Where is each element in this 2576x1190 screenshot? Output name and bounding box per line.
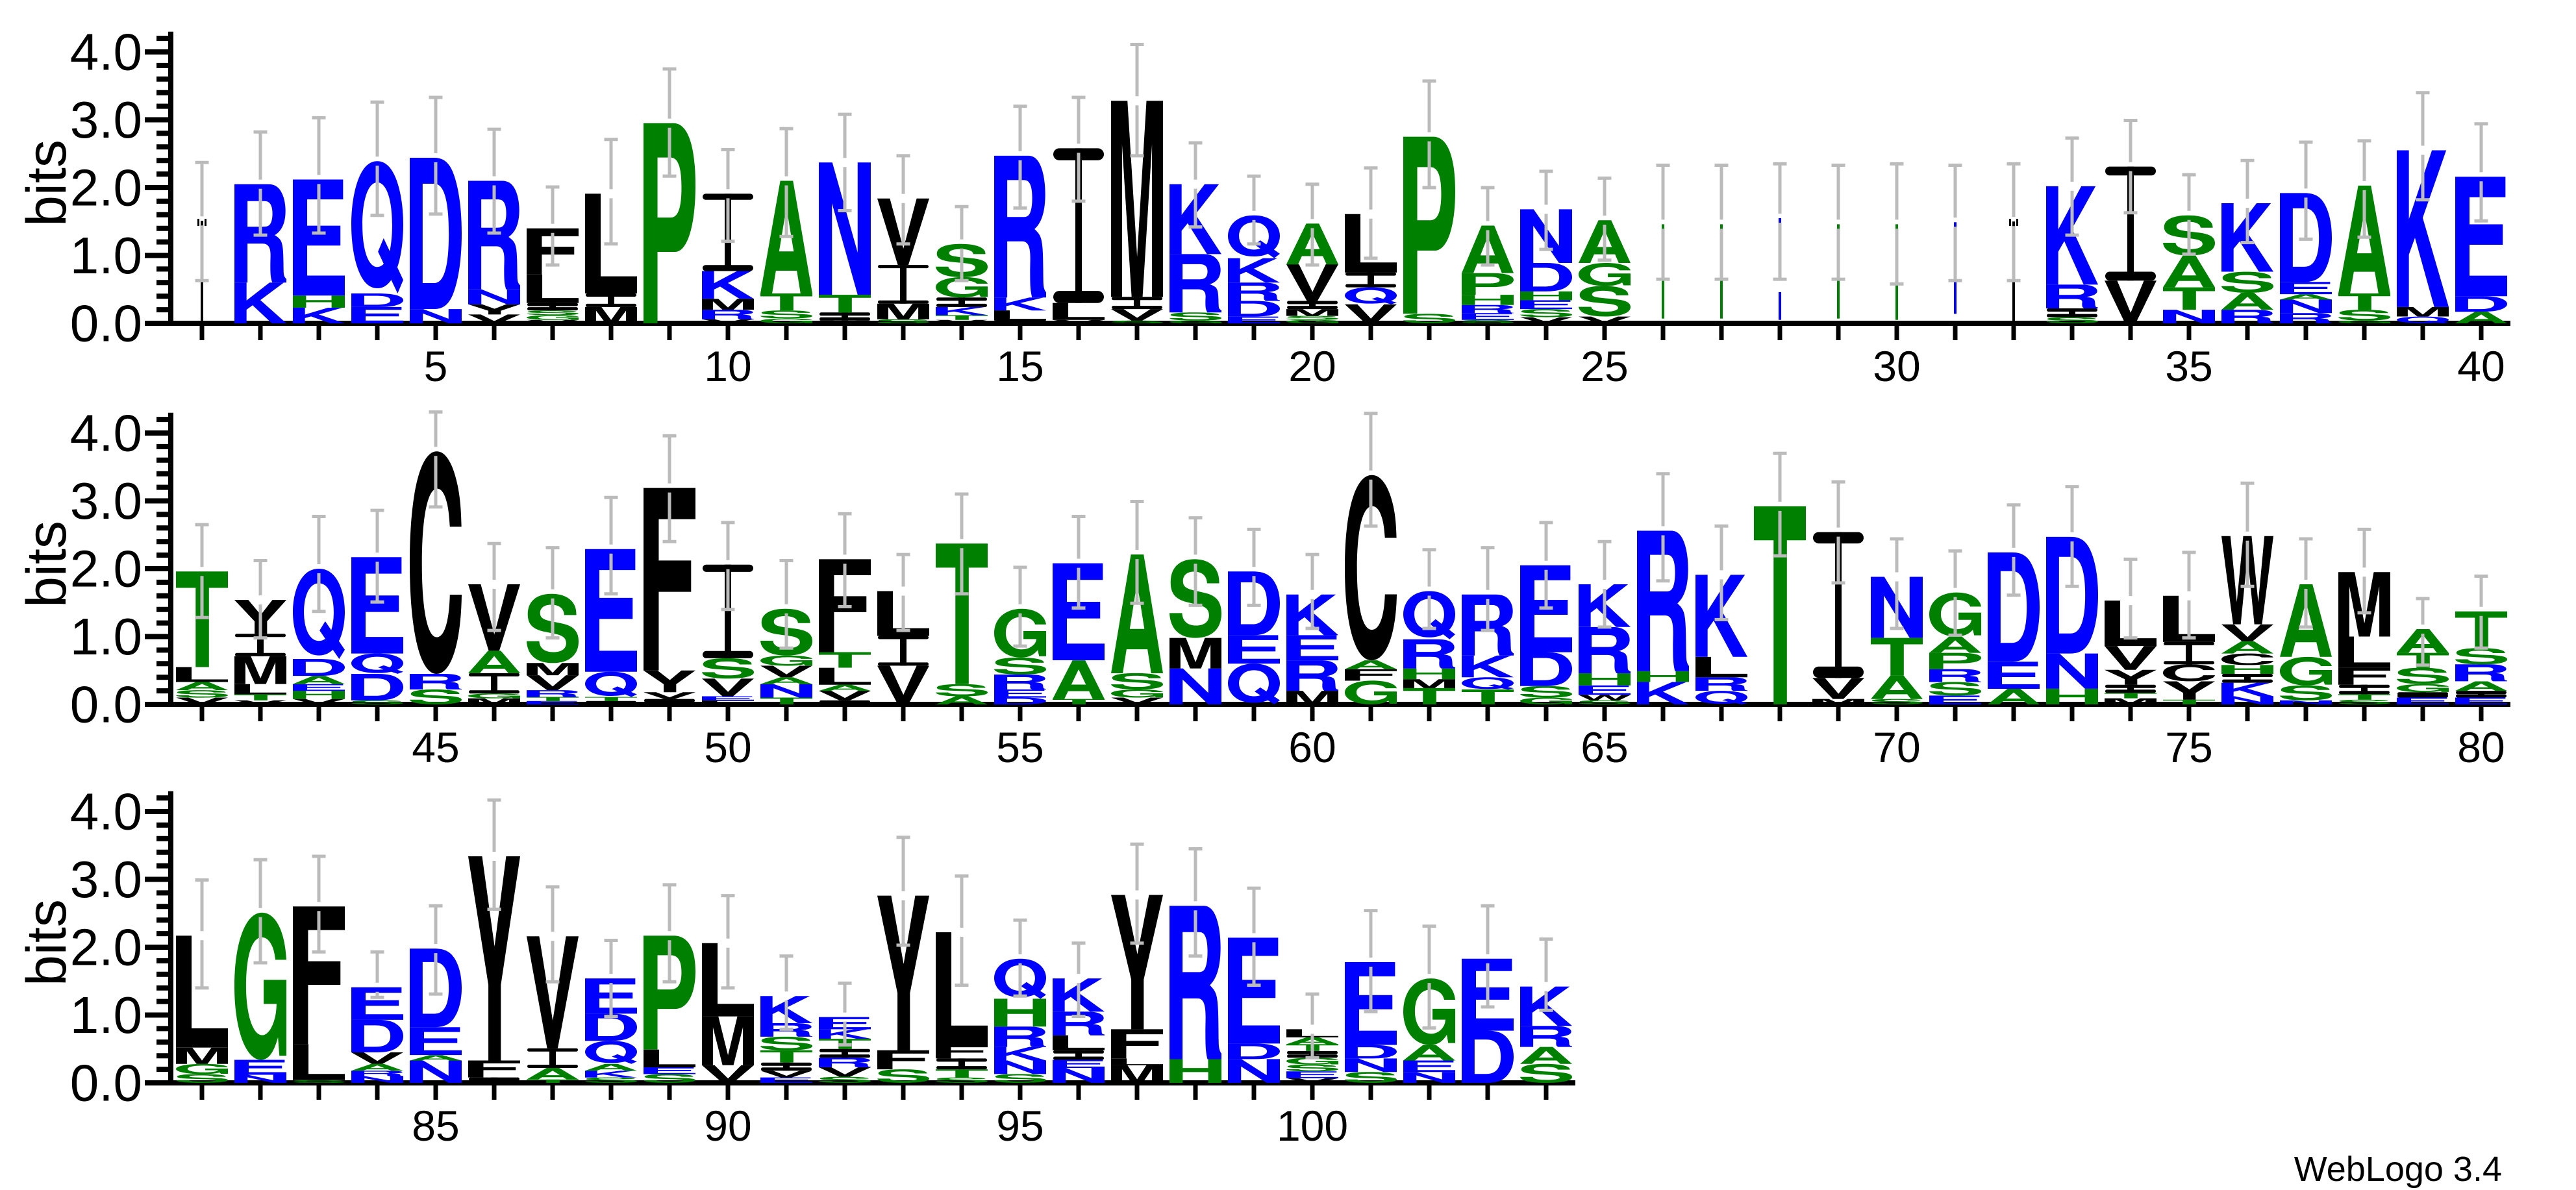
svg-text:bits: bits (16, 899, 78, 986)
svg-text:25: 25 (1581, 342, 1628, 390)
svg-text:85: 85 (412, 1102, 459, 1150)
svg-text:bits: bits (16, 521, 78, 608)
svg-text:0.0: 0.0 (70, 1054, 142, 1112)
svg-text:2.0: 2.0 (70, 919, 142, 976)
svg-text:45: 45 (412, 723, 459, 771)
svg-text:70: 70 (1873, 723, 1920, 771)
svg-text:4.0: 4.0 (70, 23, 142, 81)
svg-text:0.0: 0.0 (70, 295, 142, 353)
svg-text:65: 65 (1581, 723, 1628, 771)
svg-text:4.0: 4.0 (70, 404, 142, 462)
svg-text:30: 30 (1873, 342, 1920, 390)
svg-text:35: 35 (2165, 342, 2212, 390)
svg-text:2.0: 2.0 (70, 540, 142, 598)
svg-text:75: 75 (2165, 723, 2212, 771)
svg-text:40: 40 (2457, 342, 2505, 390)
svg-text:0.0: 0.0 (70, 676, 142, 734)
svg-text:1.0: 1.0 (70, 608, 142, 665)
svg-text:bits: bits (16, 140, 78, 227)
svg-text:80: 80 (2457, 723, 2505, 771)
svg-text:90: 90 (704, 1102, 751, 1150)
svg-text:20: 20 (1288, 342, 1336, 390)
svg-text:3.0: 3.0 (70, 91, 142, 149)
svg-text:3.0: 3.0 (70, 850, 142, 908)
svg-text:100: 100 (1277, 1102, 1348, 1150)
svg-text:4.0: 4.0 (70, 783, 142, 841)
svg-text:10: 10 (704, 342, 751, 390)
svg-text:55: 55 (996, 723, 1044, 771)
svg-text:1.0: 1.0 (70, 227, 142, 284)
svg-text:WebLogo 3.4: WebLogo 3.4 (2294, 1150, 2502, 1189)
svg-text:50: 50 (704, 723, 751, 771)
svg-text:95: 95 (996, 1102, 1044, 1150)
svg-text:2.0: 2.0 (70, 159, 142, 217)
svg-text:1.0: 1.0 (70, 986, 142, 1044)
svg-text:15: 15 (996, 342, 1044, 390)
svg-text:5: 5 (424, 342, 448, 390)
svg-text:3.0: 3.0 (70, 472, 142, 530)
svg-text:60: 60 (1288, 723, 1336, 771)
